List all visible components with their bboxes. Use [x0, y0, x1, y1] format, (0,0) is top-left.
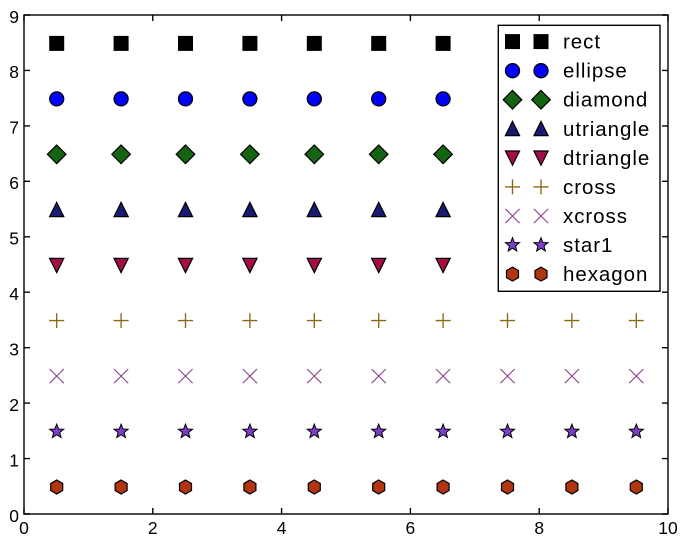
svg-text:0: 0: [9, 506, 19, 526]
svg-text:ellipse: ellipse: [563, 60, 628, 83]
svg-text:7: 7: [9, 118, 19, 138]
svg-text:star1: star1: [563, 234, 613, 257]
svg-text:2: 2: [148, 518, 158, 538]
svg-text:6: 6: [9, 173, 19, 193]
svg-text:4: 4: [277, 518, 287, 538]
svg-text:0: 0: [19, 518, 29, 538]
svg-text:xcross: xcross: [563, 205, 628, 228]
svg-text:hexagon: hexagon: [563, 263, 648, 286]
svg-text:3: 3: [9, 340, 19, 360]
svg-text:8: 8: [9, 62, 19, 82]
svg-text:5: 5: [9, 229, 19, 249]
svg-text:utriangle: utriangle: [563, 118, 650, 141]
svg-text:4: 4: [9, 284, 19, 304]
svg-text:dtriangle: dtriangle: [563, 147, 650, 170]
svg-text:6: 6: [406, 518, 416, 538]
svg-text:9: 9: [9, 7, 19, 27]
svg-text:rect: rect: [563, 31, 601, 54]
svg-text:cross: cross: [563, 176, 617, 199]
svg-text:diamond: diamond: [563, 89, 648, 112]
svg-text:2: 2: [9, 395, 19, 415]
svg-text:10: 10: [658, 518, 678, 538]
svg-text:8: 8: [534, 518, 544, 538]
svg-text:1: 1: [9, 450, 19, 470]
